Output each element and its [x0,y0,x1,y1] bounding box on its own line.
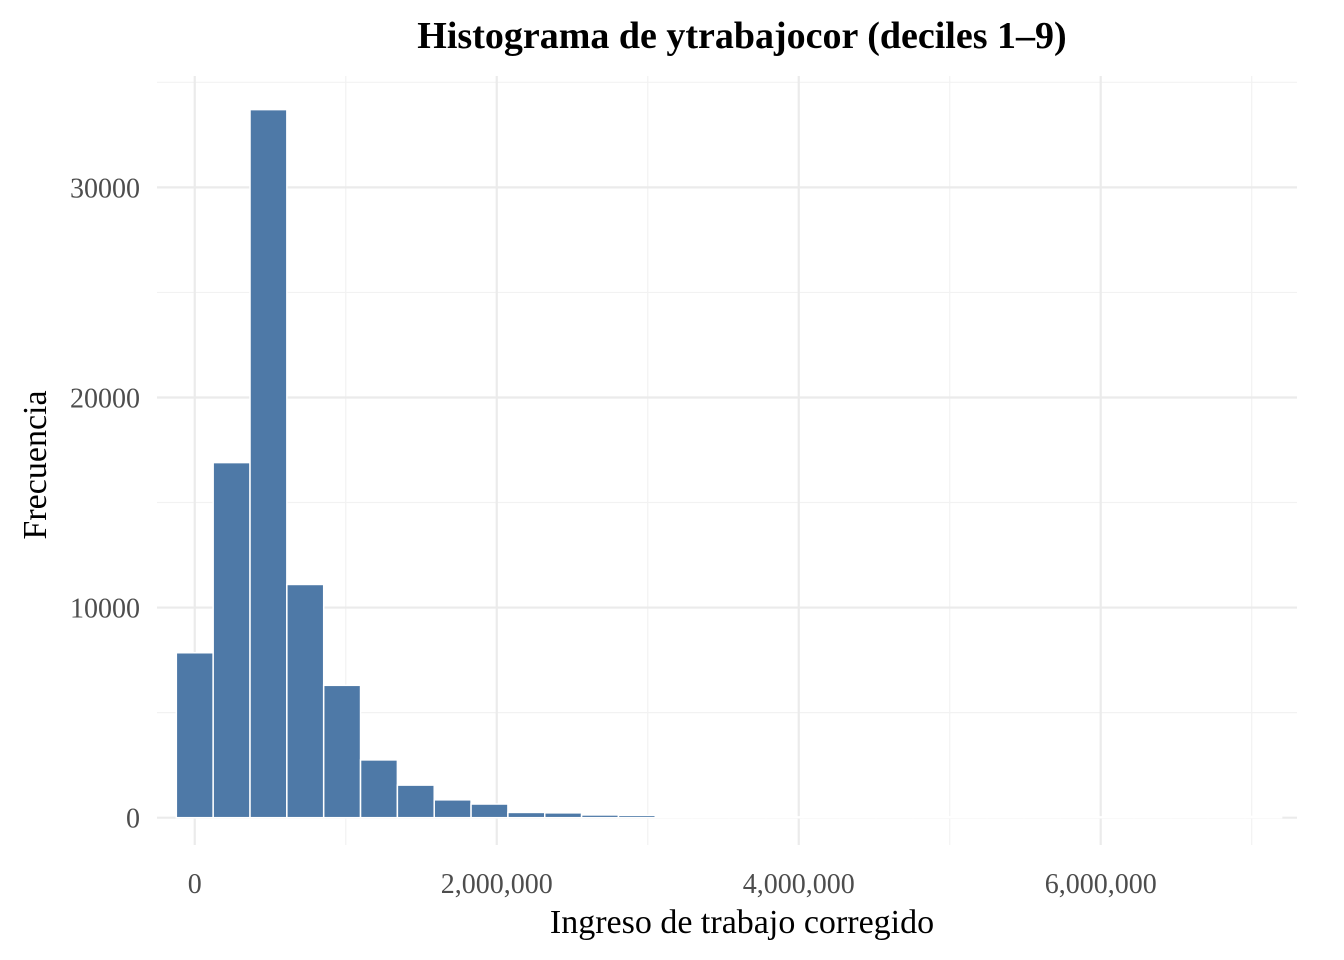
x-tick-label: 6,000,000 [1045,869,1157,900]
histogram-bar [433,799,472,819]
histogram-bar [396,784,435,819]
histogram-bar [544,812,583,819]
histogram-bar [249,108,288,819]
histogram-bar [912,816,951,819]
histogram-bar [949,816,988,819]
chart-title: Histograma de ytrabajocor (deciles 1–9) [417,15,1066,57]
histogram-bar [1022,816,1062,819]
histogram-bar [580,814,620,819]
y-tick-label: 30000 [70,173,140,204]
histogram-bar [286,583,325,819]
y-tick-label: 20000 [70,383,140,414]
tick-label-layer: 0 2,000,000 4,000,000 6,000,000 0 10000 20000 3… [70,173,1157,900]
histogram-bar [470,803,509,819]
histogram-bar [1170,816,1209,819]
histogram-bar [801,816,841,819]
x-tick-label: 4,000,000 [743,869,855,900]
x-tick-label: 0 [188,869,202,900]
histogram-bar [507,811,546,819]
histogram-bar [1133,816,1172,819]
histogram-bar [1059,816,1099,819]
histogram-bar [1207,816,1246,819]
histogram-bar [1244,815,1283,819]
y-tick-label: 10000 [70,594,140,625]
histogram-bar [728,816,767,819]
histogram-bar [765,816,804,819]
histogram-bar [1096,816,1135,819]
bar-layer [175,108,1283,819]
histogram-bar [875,816,914,819]
y-axis-title: Frecuencia [17,390,54,539]
histogram-bar [617,814,657,819]
histogram-bar [986,816,1025,819]
histogram-bar [691,816,730,819]
y-tick-label: 0 [126,804,140,835]
x-tick-label: 2,000,000 [441,869,553,900]
histogram-bar [322,684,362,819]
histogram-bar [838,816,878,819]
histogram-bar [212,461,251,819]
histogram-bar [359,759,399,819]
histogram-bar [654,816,693,819]
histogram-bar [175,652,214,819]
x-axis-title: Ingreso de trabajo corregido [550,904,934,941]
